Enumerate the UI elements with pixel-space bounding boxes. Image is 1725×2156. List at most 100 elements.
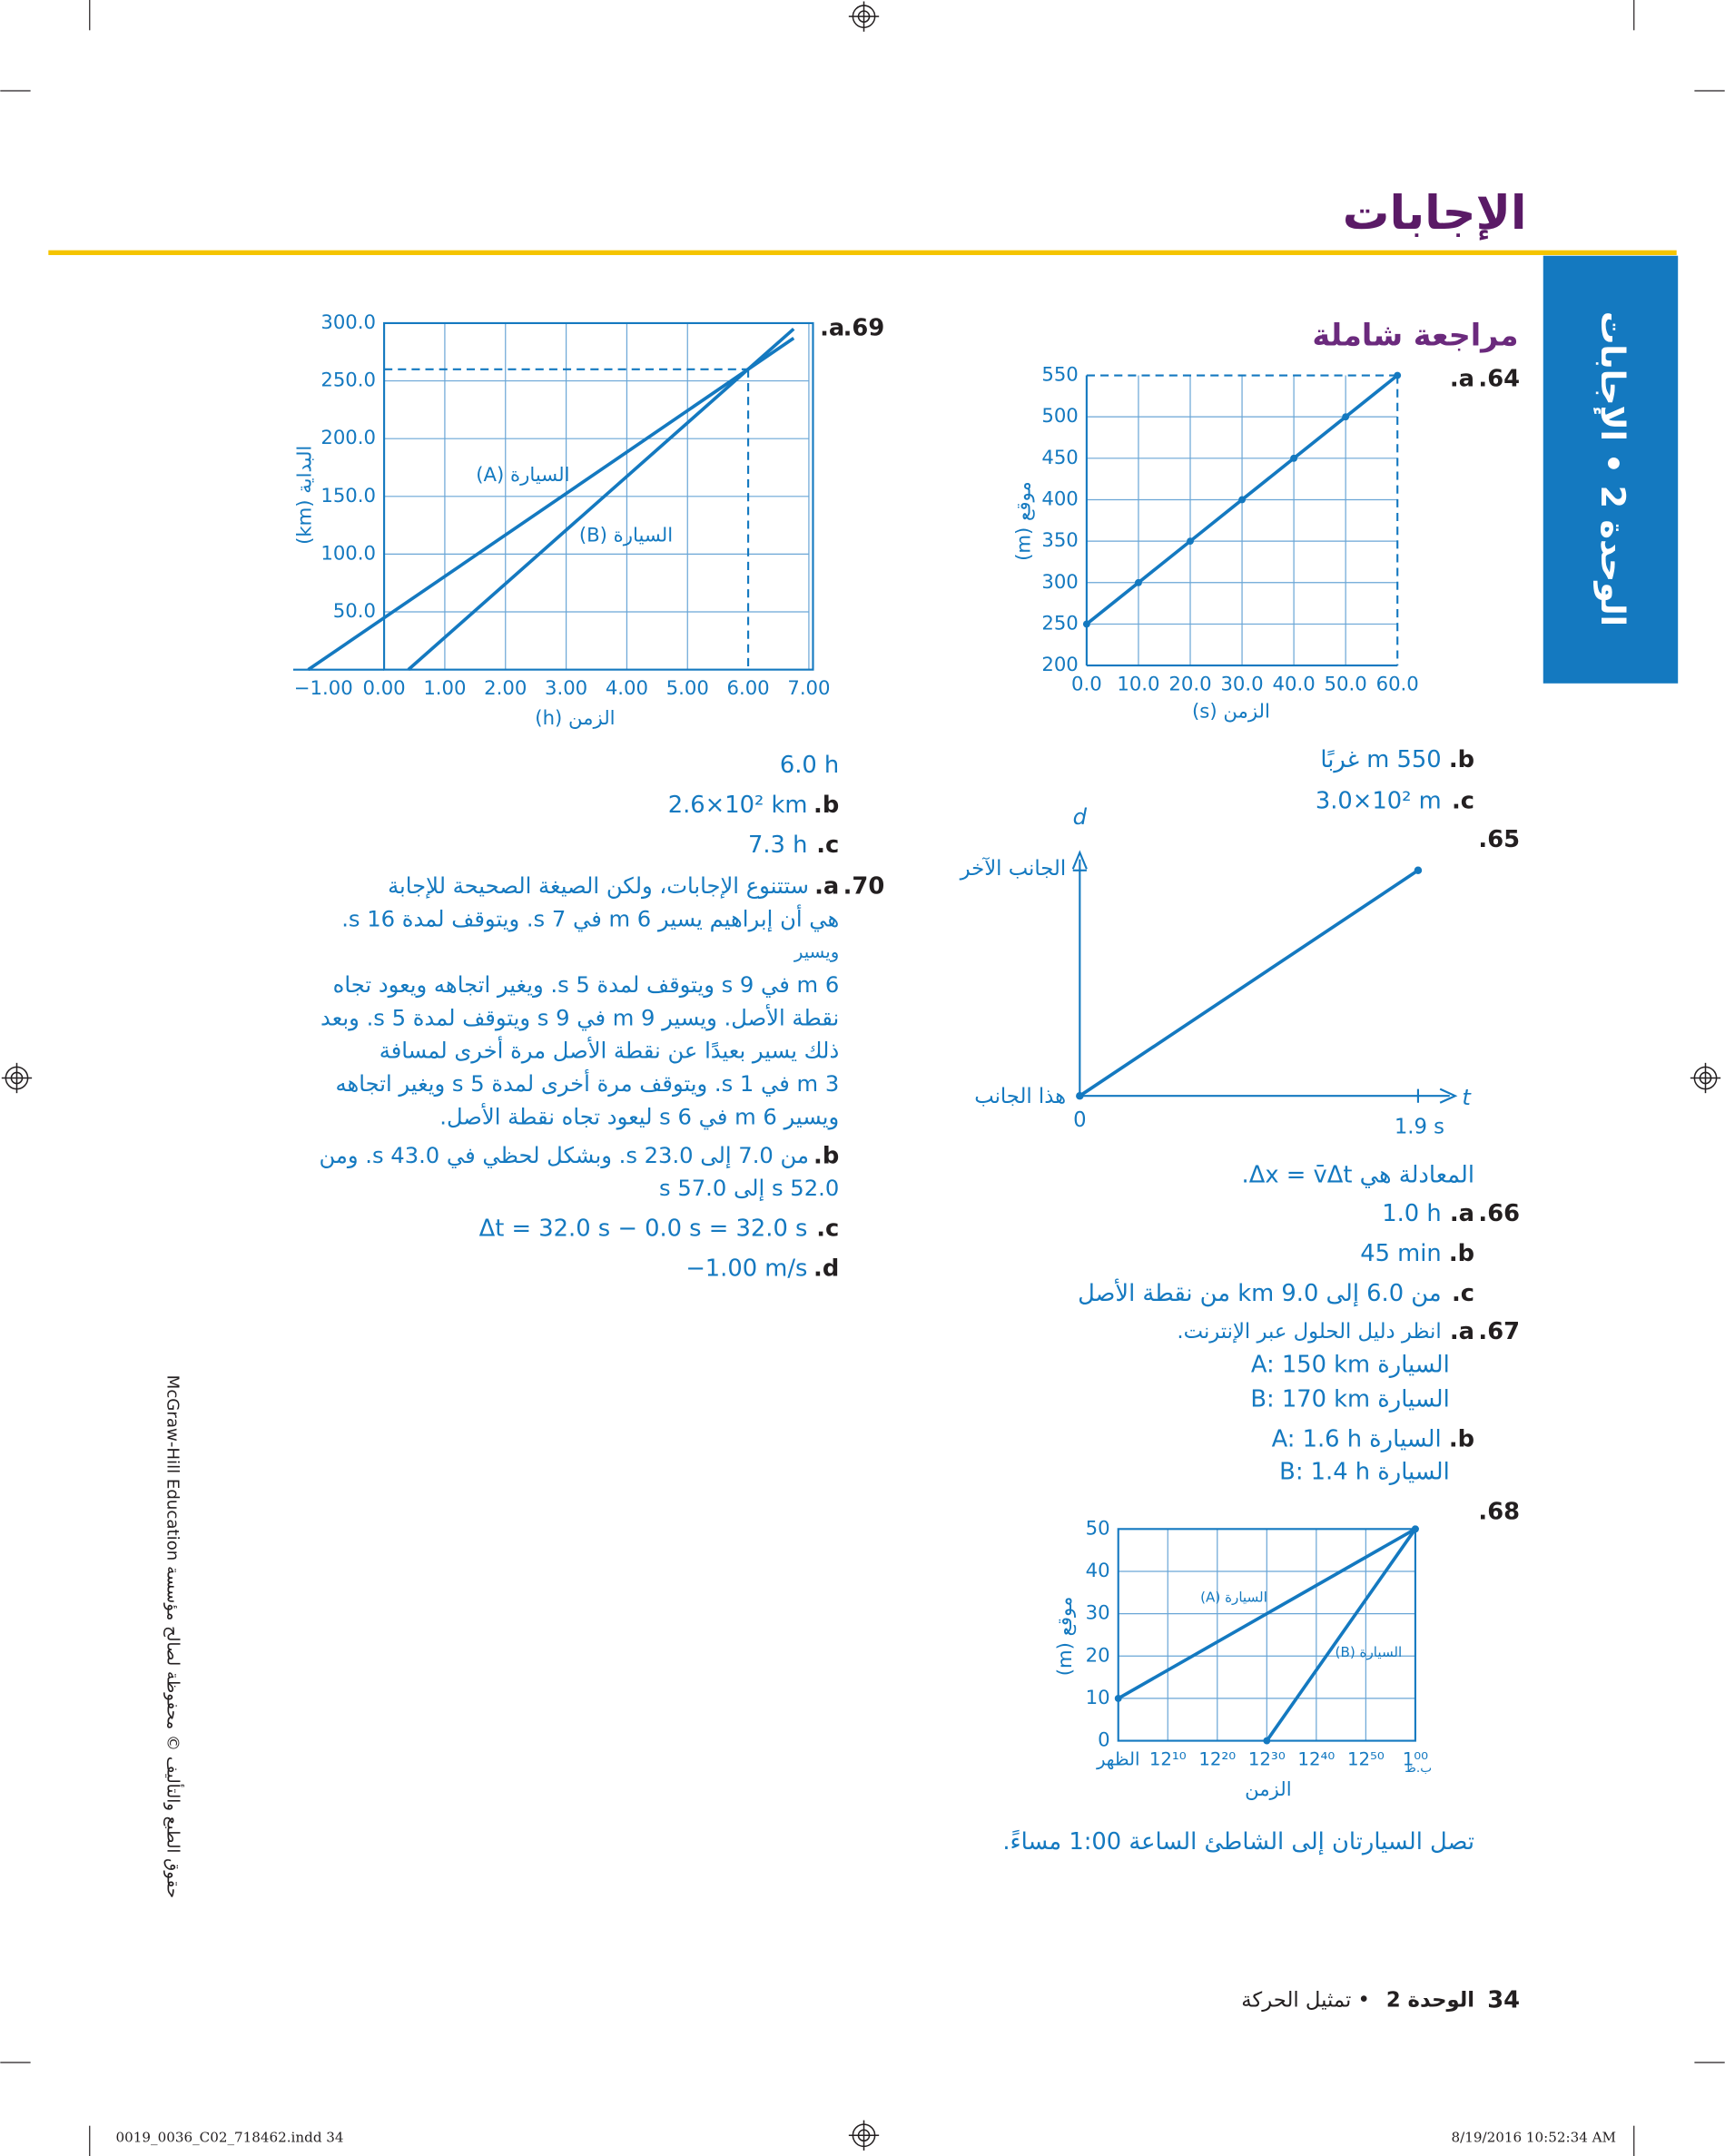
series-label: السيارة (A) [1200,1590,1267,1606]
page-title: الإجابات [1343,186,1527,241]
series-label: السيارة (B) [579,524,673,546]
item-label: 64. [1478,366,1520,393]
y-tick-label: 400 [1041,487,1078,509]
answer-text: ويسير 6 m في 6 s ليعود تجاه نقطة الأصل. [439,1103,839,1129]
x-tick-label: 0.0 [1071,672,1102,694]
y-tick-label: 10 [1086,1686,1110,1708]
series-label: السيارة (B) [1336,1644,1403,1660]
item-label: 65. [1478,826,1520,853]
item-label: c. [816,832,839,859]
answer-text: من 6.0 إلى 9.0 km من نقطة الأصل [1078,1277,1442,1307]
answer-text: هي أن إبراهيم يسير 6 m في 7 s. ويتوقف لم… [341,904,839,932]
answer-text: 7.3 h [748,832,807,859]
y-tick-label: 300 [1041,570,1078,593]
y-tick-label: 50.0 [333,599,376,622]
x-tick-label: 60.0 [1376,672,1419,694]
axis-tick-label: 0 [1073,1108,1086,1132]
answer-text: ويسير [794,941,839,962]
footer-unit: الوحدة 2 [1386,1988,1474,2012]
x-tick-label: 1⁰⁰ [1403,1748,1428,1769]
x-tick-label: 12²⁰ [1198,1748,1236,1769]
y-tick-label: 40 [1086,1559,1110,1581]
answer-text: انظر دليل الحلول عبر الإنترنت. [1177,1320,1441,1344]
x-axis-label: الزمن (h) [535,706,615,729]
answer-text: نقطة الأصل. ويسير 9 m في 9 s ويتوقف لمدة… [320,1004,839,1030]
y-axis-label: البداية (km) [293,446,316,545]
answer-text: Δt = 32.0 s − 0.0 s = 32.0 s [479,1216,808,1243]
answer-text: 550 m غربًا [1320,746,1441,773]
item-label: a. [820,315,844,342]
y-tick-label: 250.0 [320,369,376,391]
point [1187,537,1194,546]
x-tick-label: 50.0 [1325,672,1367,694]
answer-text: المعادلة هي Δx = v̄Δt. [1242,1162,1474,1189]
y-tick-label: 150.0 [320,484,376,507]
axis-name: d [1073,804,1088,830]
y-tick-label: 50 [1086,1516,1110,1539]
x-tick-label: 12⁴⁰ [1297,1748,1335,1769]
series-line [1117,1527,1416,1700]
x-tick-label: 12¹⁰ [1149,1748,1187,1769]
y-tick-label: 30 [1086,1601,1110,1624]
item-label: b. [1449,1240,1474,1267]
plot-frame [383,321,814,671]
answer-text: تصل السيارتان إلى الشاطئ الساعة 1:00 مسا… [1002,1828,1474,1856]
answer-text: 3.0×10² m [1316,788,1442,815]
side-tab-label: الوحدة 2 • الإجابات [1593,311,1632,626]
y-axis-label: موقع (m) [1012,481,1035,561]
x-tick-label: 4.00 [606,676,648,699]
x-tick-label: 12⁵⁰ [1347,1748,1385,1769]
x-tick-label: الظهر [1096,1748,1140,1769]
answer-text: السيارة B: 1.4 h [1279,1459,1450,1486]
x-tick-label: 10.0 [1117,672,1159,694]
item-label: d. [813,1255,839,1283]
answer-text: 2.6×10² km [668,792,808,819]
series-label: السيارة (A) [476,463,569,486]
item-label: b. [813,1142,839,1169]
x-tick-label: 0.00 [362,676,405,699]
y-tick-label: 20 [1086,1643,1110,1666]
x-axis-label: الزمن (s) [1192,700,1270,723]
y-tick-label: 200.0 [320,426,376,448]
item-label: a. [1450,1318,1474,1345]
point [1114,1694,1122,1702]
answer-text: ستتنوع الإجابات، ولكن الصيغة الصحيحة للإ… [388,873,809,899]
item-label: c. [816,1216,839,1243]
x-tick-label: 3.00 [545,676,587,699]
point [1263,1737,1271,1745]
y-tick-label: 300.0 [320,310,376,333]
axis-tick-label: هذا الجانب [974,1085,1066,1108]
answer-text: 6 m في 9 s ويتوقف لمدة 5 s. ويغير اتجاهه… [333,972,840,998]
x-tick-label: 40.0 [1273,672,1316,694]
answer-text: من 7.0 إلى 23.0 s. وبشكل لحظي في 43.0 s.… [319,1143,808,1169]
answer-text: 6.0 h [780,752,839,779]
answer-text: 1.0 h [1382,1200,1441,1227]
section-title: مراجعة شاملة [1312,318,1518,354]
point [1342,413,1350,421]
point [1290,454,1298,462]
answer-text: ذلك يسير بعيدًا عن نقطة الأصل مرة أخرى ل… [380,1037,840,1064]
x-tick-label: 6.00 [726,676,769,699]
item-label: 68. [1478,1499,1520,1526]
y-tick-label: 200 [1041,653,1078,675]
item-label: b. [1449,1425,1474,1452]
item-label: c. [1452,788,1474,815]
copyright: حقوق الطبع والتأليف © محفوظة لصالح مؤسسة… [163,1375,185,1898]
y-tick-label: 0 [1098,1728,1109,1751]
axis-name: t [1462,1085,1472,1110]
point [1082,620,1090,628]
point [1238,496,1246,504]
answer-text: السيارة B: 170 km [1250,1385,1449,1413]
axis-tick-label: 1.9 s [1395,1116,1444,1139]
file-slug: 0019_0036_C02_718462.indd 34 [116,2129,344,2145]
answer-text: السيارة A: 150 km [1251,1352,1450,1379]
y-tick-label: 450 [1041,446,1078,468]
x-tick-label: 20.0 [1168,672,1211,694]
answer-text: 52.0 s إلى 57.0 s [659,1176,839,1202]
point [1394,371,1402,379]
x-tick-label: 7.00 [787,676,830,699]
x-tick-label: 1.00 [423,676,466,699]
